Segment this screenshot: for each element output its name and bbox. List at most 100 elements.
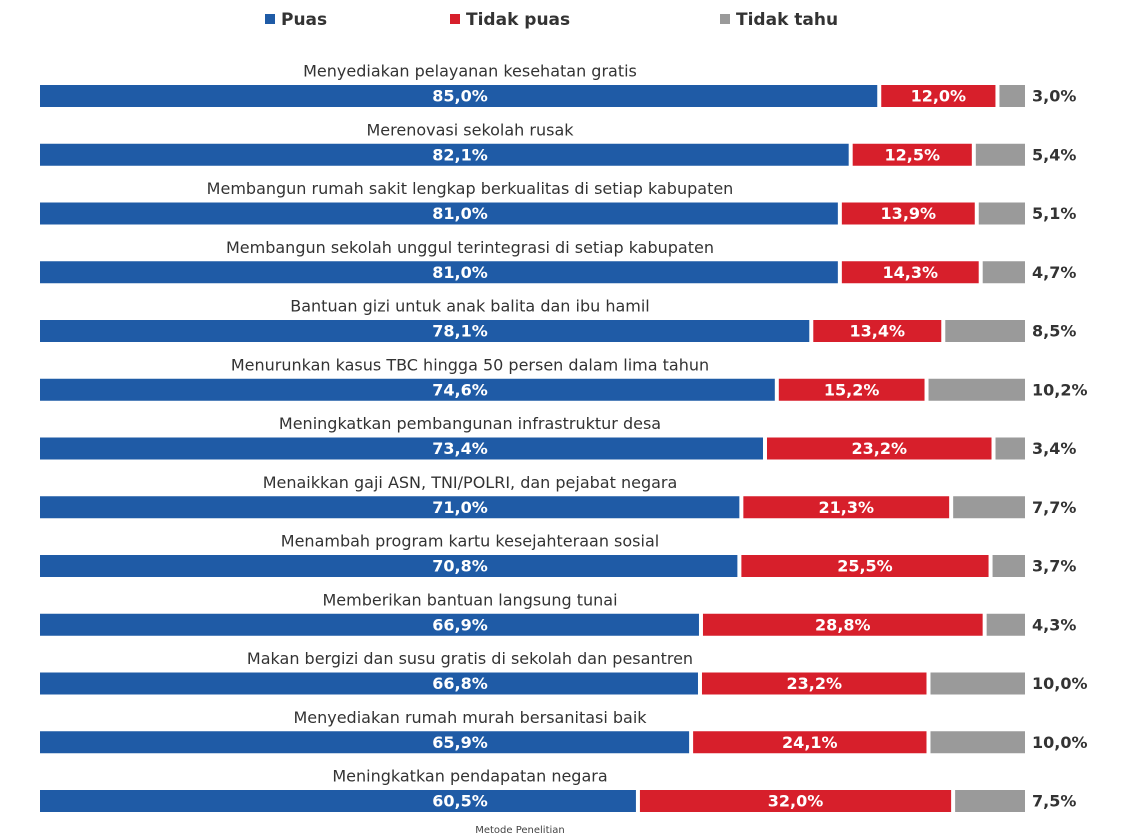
category-label: Menaikkan gaji ASN, TNI/POLRI, dan pejab… [263,473,678,492]
value-label: 32,0% [768,792,824,811]
category-label: Menambah program kartu kesejahteraan sos… [281,532,659,551]
value-label: 66,9% [432,615,488,634]
bar-segment [40,555,738,577]
bar-segment [975,143,1025,166]
bar-segment [40,378,775,401]
value-label: 78,1% [432,322,488,341]
bar-segment [40,731,690,754]
value-label: 14,3% [883,263,939,282]
value-label: 4,7% [1032,263,1076,282]
value-label: 13,4% [850,322,906,341]
bar-segment [40,320,810,342]
value-label: 70,8% [432,557,488,576]
bar-segment [766,437,992,460]
note: Metode Penelitian [475,825,565,836]
category-label: Menyediakan rumah murah bersanitasi baik [293,708,647,727]
legend-swatch [720,14,730,24]
value-label: 7,7% [1032,498,1076,517]
value-label: 71,0% [432,498,488,517]
bar-segment [930,672,1025,695]
value-label: 23,2% [851,439,907,458]
legend-label: Tidak puas [466,10,570,30]
value-label: 23,2% [786,674,842,693]
bar-segment [928,378,1025,401]
bar-segment [40,613,699,636]
value-label: 60,5% [432,792,488,811]
bar-segment [881,85,996,107]
bar-segment [693,731,927,754]
bar-segment [992,555,1025,577]
value-label: 24,1% [782,733,838,752]
category-label: Memberikan bantuan langsung tunai [322,590,617,609]
bar-segment [40,437,763,460]
category-label: Merenovasi sekolah rusak [366,120,574,139]
value-label: 8,5% [1032,322,1076,341]
value-label: 28,8% [815,615,871,634]
value-label: 10,0% [1032,674,1088,693]
value-label: 3,7% [1032,557,1076,576]
bar-segment [955,790,1025,812]
value-label: 10,0% [1032,733,1088,752]
bar-segment [945,320,1025,342]
bar-segment [999,85,1025,107]
bar-segment [743,496,950,519]
value-label: 12,0% [911,87,967,106]
category-label: Makan bergizi dan susu gratis di sekolah… [247,649,693,668]
value-label: 3,0% [1032,87,1076,106]
bar-segment [639,790,952,812]
bar-segment [841,261,979,284]
category-label: Menurunkan kasus TBC hingga 50 persen da… [231,355,709,374]
bar-segment [40,672,698,695]
bar-segment [982,261,1025,284]
category-label: Bantuan gizi untuk anak balita dan ibu h… [290,297,650,316]
bar-segment [701,672,927,695]
bar-segment [741,555,989,577]
legend-label: Puas [281,10,327,30]
value-label: 15,2% [824,380,880,399]
category-label: Meningkatkan pendapatan negara [332,767,607,786]
category-label: Meningkatkan pembangunan infrastruktur d… [279,414,661,433]
value-label: 65,9% [432,733,488,752]
value-label: 25,5% [837,557,893,576]
bar-segment [702,613,983,636]
value-label: 12,5% [884,145,940,164]
bar-segment [40,496,740,519]
bar-segment [978,202,1025,225]
value-label: 5,1% [1032,204,1076,223]
bar-segment [930,731,1025,754]
value-label: 81,0% [432,204,488,223]
category-label: Membangun sekolah unggul terintegrasi di… [226,238,714,257]
bar-segment [813,320,942,342]
value-label: 7,5% [1032,792,1076,811]
bar-segment [852,143,972,166]
value-label: 21,3% [818,498,874,517]
value-label: 13,9% [881,204,937,223]
value-label: 81,0% [432,263,488,282]
category-label: Menyediakan pelayanan kesehatan gratis [303,62,637,81]
value-label: 85,0% [432,87,488,106]
bar-segment [40,85,878,107]
bar-segment [778,378,925,401]
legend-swatch [450,14,460,24]
bar-segment [40,202,838,225]
value-label: 5,4% [1032,145,1076,164]
value-label: 66,8% [432,674,488,693]
bar-segment [953,496,1025,519]
value-label: 10,2% [1032,380,1088,399]
bar-segment [40,143,849,166]
bar-segment [986,613,1025,636]
legend-label: Tidak tahu [736,10,838,30]
value-label: 73,4% [432,439,488,458]
bar-segment [40,790,636,812]
bar-segment [841,202,975,225]
value-label: 74,6% [432,380,488,399]
value-label: 4,3% [1032,615,1076,634]
legend-swatch [265,14,275,24]
bar-segment [995,437,1025,460]
value-label: 82,1% [432,145,488,164]
bar-segment [40,261,838,284]
value-label: 3,4% [1032,439,1076,458]
category-label: Membangun rumah sakit lengkap berkualita… [207,179,734,198]
